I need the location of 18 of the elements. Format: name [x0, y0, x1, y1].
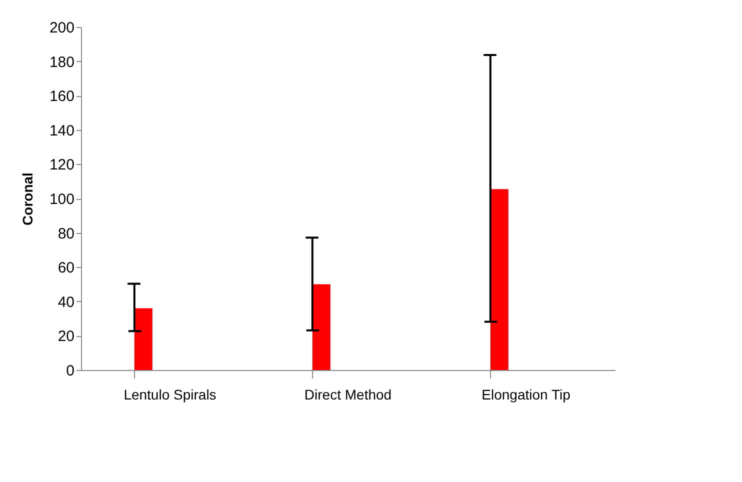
x-tick-label: Direct Method [304, 386, 392, 402]
y-tick-label: 160 [49, 88, 74, 106]
y-tick-label: 0 [66, 362, 74, 380]
x-tick-label: Elongation Tip [482, 386, 571, 402]
y-tick-label: 60 [58, 260, 74, 277]
y-tick-label: 100 [49, 191, 74, 208]
y-tick-label: 40 [58, 294, 74, 311]
y-tick-label: 20 [58, 328, 74, 346]
y-axis-title: Coronal [19, 172, 36, 226]
y-tick-label: 180 [49, 54, 74, 71]
bar [312, 284, 330, 370]
y-tick-label: 200 [49, 20, 74, 36]
y-tick-label: 120 [49, 156, 74, 174]
y-tick-label: 80 [58, 225, 74, 242]
bar [490, 189, 508, 370]
bar [134, 308, 152, 370]
x-tick-label: Lentulo Spirals [124, 386, 216, 402]
y-tick-label: 140 [49, 122, 74, 140]
